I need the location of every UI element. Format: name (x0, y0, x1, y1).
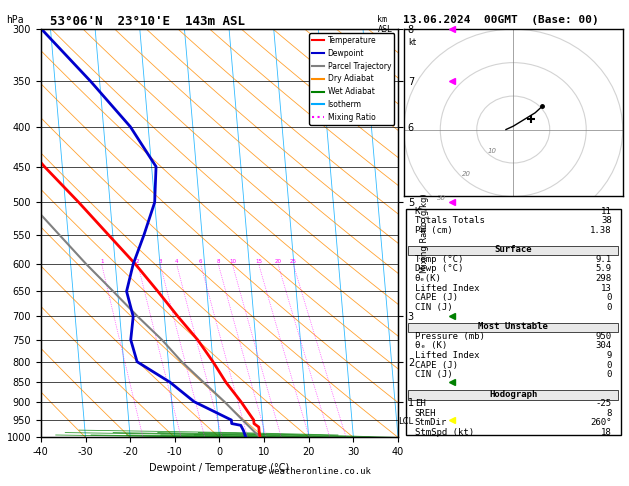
Y-axis label: Mixing Ratio (g/kg): Mixing Ratio (g/kg) (420, 193, 428, 273)
Text: 0: 0 (606, 294, 612, 302)
Text: CIN (J): CIN (J) (415, 370, 452, 380)
Text: K: K (415, 207, 420, 216)
Text: Temp (°C): Temp (°C) (415, 255, 463, 264)
Text: 9.1: 9.1 (596, 255, 612, 264)
Text: Surface: Surface (494, 245, 532, 254)
Text: © weatheronline.co.uk: © weatheronline.co.uk (258, 467, 371, 476)
Text: 15: 15 (255, 259, 262, 264)
Text: hPa: hPa (6, 15, 24, 25)
Text: Most Unstable: Most Unstable (478, 322, 548, 331)
Text: Totals Totals: Totals Totals (415, 216, 484, 226)
FancyBboxPatch shape (408, 246, 618, 256)
Text: Lifted Index: Lifted Index (415, 284, 479, 293)
Text: km
ASL: km ASL (377, 15, 392, 34)
Text: kt: kt (408, 37, 416, 47)
Text: 18: 18 (601, 428, 612, 437)
X-axis label: Dewpoint / Temperature (°C): Dewpoint / Temperature (°C) (149, 463, 289, 473)
Text: 4: 4 (175, 259, 179, 264)
Text: 38: 38 (601, 216, 612, 226)
Text: 0: 0 (606, 361, 612, 370)
Text: 10: 10 (487, 148, 497, 154)
Text: -25: -25 (596, 399, 612, 408)
Text: Hodograph: Hodograph (489, 390, 537, 399)
Text: CIN (J): CIN (J) (415, 303, 452, 312)
Text: 20: 20 (274, 259, 282, 264)
Text: 304: 304 (596, 342, 612, 350)
Text: 13.06.2024  00GMT  (Base: 00): 13.06.2024 00GMT (Base: 00) (403, 15, 598, 25)
Text: 0: 0 (606, 370, 612, 380)
Text: 2: 2 (136, 259, 140, 264)
Text: Pressure (mb): Pressure (mb) (415, 332, 484, 341)
Text: 13: 13 (601, 284, 612, 293)
Text: 11: 11 (601, 207, 612, 216)
Text: StmSpd (kt): StmSpd (kt) (415, 428, 474, 437)
Legend: Temperature, Dewpoint, Parcel Trajectory, Dry Adiabat, Wet Adiabat, Isotherm, Mi: Temperature, Dewpoint, Parcel Trajectory… (309, 33, 394, 125)
Text: 5.9: 5.9 (596, 264, 612, 274)
Text: 30: 30 (437, 195, 445, 201)
Text: 8: 8 (606, 409, 612, 418)
Text: CAPE (J): CAPE (J) (415, 294, 458, 302)
Text: EH: EH (415, 399, 425, 408)
Text: CAPE (J): CAPE (J) (415, 361, 458, 370)
Text: 1: 1 (100, 259, 103, 264)
Text: θₑ (K): θₑ (K) (415, 342, 447, 350)
Text: 6: 6 (199, 259, 203, 264)
Text: LCL: LCL (398, 417, 413, 426)
Text: 8: 8 (216, 259, 220, 264)
Text: 9: 9 (606, 351, 612, 360)
Text: 20: 20 (462, 172, 471, 177)
Text: 25: 25 (290, 259, 297, 264)
Text: 298: 298 (596, 274, 612, 283)
Text: 53°06'N  23°10'E  143m ASL: 53°06'N 23°10'E 143m ASL (50, 15, 245, 28)
Text: 950: 950 (596, 332, 612, 341)
FancyBboxPatch shape (408, 323, 618, 332)
Text: SREH: SREH (415, 409, 437, 418)
Text: Dewp (°C): Dewp (°C) (415, 264, 463, 274)
Text: PW (cm): PW (cm) (415, 226, 452, 235)
Text: StmDir: StmDir (415, 418, 447, 428)
Text: 0: 0 (606, 303, 612, 312)
Text: 1.38: 1.38 (590, 226, 612, 235)
Text: 3: 3 (159, 259, 162, 264)
Text: θₑ(K): θₑ(K) (415, 274, 442, 283)
FancyBboxPatch shape (408, 390, 618, 400)
Text: 10: 10 (229, 259, 236, 264)
Text: Lifted Index: Lifted Index (415, 351, 479, 360)
Text: 260°: 260° (590, 418, 612, 428)
